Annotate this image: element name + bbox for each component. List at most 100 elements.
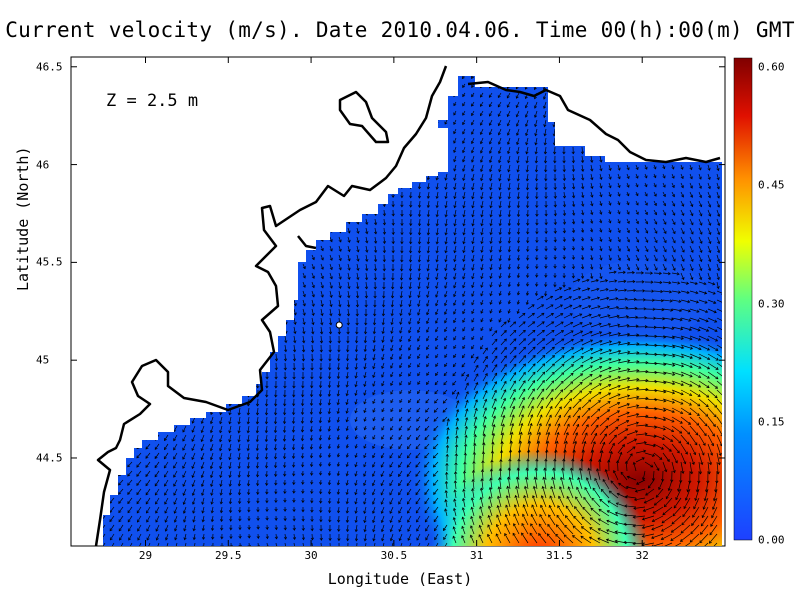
velocity-arrow-head (616, 314, 620, 318)
velocity-arrow (671, 263, 676, 271)
velocity-arrow-head (562, 178, 567, 182)
velocity-arrow-head (560, 313, 564, 316)
velocity-arrow (372, 371, 376, 378)
velocity-arrow-head (653, 166, 657, 170)
velocity-arrow (626, 352, 639, 355)
velocity-arrow (338, 254, 342, 261)
velocity-arrow (507, 146, 511, 154)
velocity-arrow (471, 164, 475, 172)
velocity-arrow-head (408, 268, 413, 272)
velocity-arrow (626, 173, 630, 179)
velocity-arrow-head (516, 249, 521, 253)
velocity-arrow-head (553, 265, 557, 269)
velocity-arrow-head (265, 376, 269, 380)
velocity-arrow (617, 298, 628, 301)
velocity-arrow (293, 299, 297, 306)
velocity-arrow (590, 236, 593, 242)
velocity-arrow-head (320, 248, 324, 252)
velocity-arrow (572, 218, 575, 224)
velocity-arrow (499, 173, 502, 181)
velocity-arrow-head (636, 239, 640, 243)
velocity-arrow-head (435, 294, 439, 298)
velocity-arrow-head (479, 159, 484, 163)
velocity-arrow (554, 330, 564, 337)
velocity-arrow-head (453, 267, 457, 272)
velocity-arrow-head (708, 222, 712, 226)
velocity-arrow (356, 245, 359, 252)
velocity-arrow-head (372, 331, 376, 335)
velocity-arrow (517, 209, 520, 217)
velocity-arrow-head (516, 178, 520, 182)
velocity-arrow-head (551, 338, 555, 342)
velocity-arrow-head (400, 213, 404, 217)
velocity-arrow (409, 272, 412, 280)
velocity-arrow (399, 335, 403, 342)
velocity-arrow (662, 209, 666, 216)
velocity-arrow (716, 272, 720, 280)
velocity-arrow (707, 299, 716, 304)
velocity-arrow (418, 191, 421, 199)
velocity-arrow-head (525, 187, 530, 191)
velocity-arrow-head (618, 358, 622, 362)
velocity-arrow-head (471, 337, 475, 341)
velocity-arrow (419, 227, 421, 235)
velocity-arrow (707, 326, 718, 332)
velocity-arrow-head (513, 346, 517, 350)
velocity-arrow-head (681, 194, 685, 198)
velocity-arrow-head (408, 286, 412, 290)
velocity-arrow-head (461, 76, 465, 80)
velocity-arrow (417, 335, 421, 342)
velocity-arrow (408, 308, 412, 316)
velocity-arrow (490, 281, 493, 288)
velocity-arrow (498, 110, 502, 117)
velocity-arrow (680, 182, 684, 188)
velocity-arrow-head (550, 313, 554, 316)
velocity-arrow (383, 209, 385, 216)
velocity-arrow-head (453, 320, 457, 324)
velocity-arrow-head (283, 376, 287, 380)
velocity-arrow-head (535, 248, 539, 252)
velocity-arrow (635, 164, 639, 170)
velocity-arrow (284, 335, 287, 343)
velocity-arrow-head (498, 310, 502, 314)
velocity-arrow (337, 371, 340, 379)
velocity-arrow-head (544, 178, 548, 182)
velocity-arrow (365, 218, 368, 225)
velocity-arrow-head (535, 266, 539, 270)
velocity-arrow (680, 227, 685, 234)
velocity-arrow (581, 296, 591, 301)
velocity-arrow-head (372, 348, 376, 352)
velocity-arrow-head (453, 354, 457, 359)
velocity-arrow-head (426, 195, 430, 199)
velocity-arrow (383, 299, 385, 307)
velocity-arrow (471, 128, 475, 135)
velocity-arrow (454, 200, 457, 208)
velocity-arrow-head (462, 205, 466, 209)
velocity-arrow (482, 347, 488, 355)
velocity-arrow-head (570, 321, 574, 325)
velocity-arrow (716, 254, 720, 262)
velocity-arrow-head (687, 300, 691, 304)
velocity-arrow-head (391, 222, 395, 226)
velocity-arrow (445, 209, 448, 217)
velocity-arrow (617, 271, 626, 274)
velocity-arrow (462, 155, 466, 163)
velocity-arrow-head (381, 322, 385, 326)
velocity-arrow-head (708, 240, 712, 245)
velocity-arrow (508, 272, 511, 278)
velocity-arrow-head (525, 160, 529, 164)
velocity-arrow-head (408, 321, 412, 325)
velocity-arrow-head (399, 365, 403, 369)
velocity-arrow (689, 245, 694, 253)
velocity-arrow (518, 321, 526, 328)
velocity-arrow-head (363, 349, 367, 353)
velocity-arrow (517, 191, 520, 199)
velocity-arrow (608, 271, 617, 274)
velocity-arrow-head (669, 290, 673, 294)
velocity-arrow (435, 344, 439, 350)
velocity-arrow (554, 355, 565, 364)
velocity-arrow (489, 326, 493, 332)
velocity-arrow (302, 344, 305, 352)
velocity-arrow (347, 236, 350, 243)
velocity-arrow-head (627, 239, 630, 243)
